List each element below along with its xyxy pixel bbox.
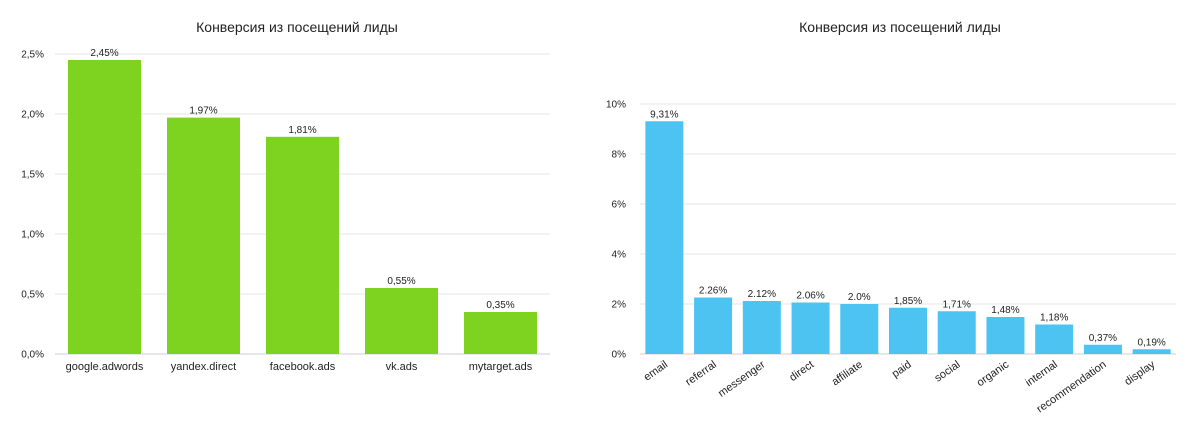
data-label: 1,97% (189, 106, 217, 117)
data-label: 1,81% (288, 125, 316, 136)
bar-google-adwords (68, 60, 141, 354)
bar-recommendation (1083, 344, 1122, 354)
x-tick-label: google.adwords (66, 361, 144, 373)
y-tick-label: 1,0% (21, 230, 44, 241)
data-label: 1,71% (943, 299, 971, 310)
y-tick-label: 10% (606, 100, 626, 111)
x-tick-label: social (933, 359, 963, 385)
y-tick-label: 2,5% (21, 50, 44, 61)
bar-mytarget-ads (464, 312, 537, 354)
y-tick-label: 8% (612, 150, 627, 161)
x-tick-label: internal (1023, 359, 1059, 390)
bar-direct (791, 302, 830, 354)
data-label: 2.26% (699, 286, 727, 297)
x-tick-label: vk.ads (386, 361, 418, 373)
y-tick-label: 4% (612, 250, 627, 261)
x-tick-label: affiliate (830, 359, 865, 389)
bar-email (645, 121, 684, 354)
bar-yandex-direct (167, 117, 240, 354)
x-tick-label: display (1122, 358, 1157, 388)
x-tick-label: email (642, 359, 670, 384)
data-label: 1,48% (991, 305, 1019, 316)
bar-organic (986, 317, 1025, 354)
chart-1: Конверсия из посещений лиды 0,0% 0,5% 1,0% 1… (21, 19, 550, 373)
data-label: 1,85% (894, 296, 922, 307)
y-tick-label: 2,0% (21, 110, 44, 121)
x-tick-label: yandex.direct (171, 361, 236, 373)
data-label: 0,55% (387, 276, 415, 287)
x-tick-label: direct (787, 359, 816, 384)
chart-2: Конверсия из посещений лиды 0% 2% 4% 6% 8% 10%… (606, 19, 1176, 415)
data-label: 0,37% (1089, 333, 1117, 344)
bar-affiliate (840, 304, 879, 354)
bar-paid (889, 307, 927, 354)
x-tick-label: facebook.ads (270, 361, 336, 373)
x-tick-label: organic (975, 358, 1012, 389)
bar-referral (694, 297, 733, 354)
x-tick-label: paid (890, 359, 914, 381)
data-label: 2.06% (796, 291, 824, 302)
data-label: 2.0% (848, 292, 871, 303)
bar-facebook-ads (266, 136, 339, 354)
bar-display (1132, 349, 1171, 354)
y-tick-label: 1,5% (21, 170, 44, 181)
data-label: 2,45% (90, 48, 118, 59)
x-tick-label: messenger (716, 358, 768, 399)
data-label: 0,19% (1137, 337, 1165, 348)
data-label: 9,31% (650, 109, 678, 120)
bar-internal (1035, 324, 1074, 354)
data-label: 0,35% (486, 300, 514, 311)
x-tick-label: mytarget.ads (469, 361, 533, 373)
y-tick-label: 0,0% (21, 350, 44, 361)
bar-social (937, 311, 976, 354)
y-tick-label: 6% (612, 200, 627, 211)
bar-vk-ads (365, 288, 438, 354)
y-tick-label: 2% (612, 300, 627, 311)
y-tick-label: 0% (612, 350, 627, 361)
chart-title: Конверсия из посещений лиды (196, 19, 398, 35)
x-tick-label: referral (683, 359, 718, 389)
bar-messenger (742, 301, 781, 354)
data-label: 2.12% (748, 289, 776, 300)
data-label: 1,18% (1040, 313, 1068, 324)
chart-title: Конверсия из посещений лиды (799, 19, 1001, 35)
y-tick-label: 0,5% (21, 290, 44, 301)
